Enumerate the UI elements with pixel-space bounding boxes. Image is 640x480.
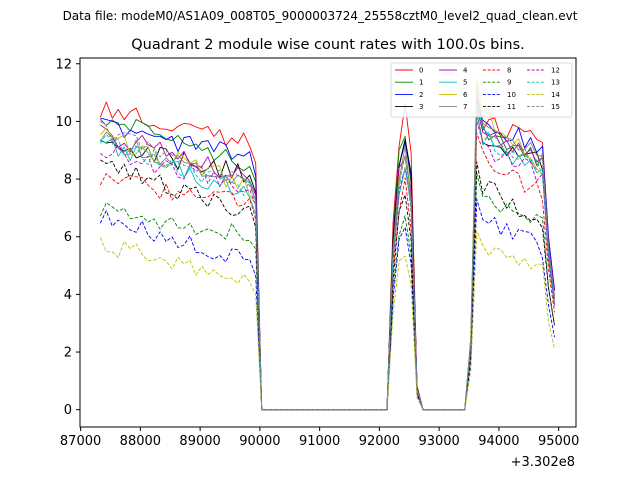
series-line-6 — [99, 77, 555, 411]
series-line-2 — [100, 97, 555, 411]
legend-label-14: 14 — [551, 91, 560, 99]
chart-suptitle: Data file: modeM0/AS1A09_008T05_90000037… — [63, 9, 578, 23]
y-tick-label: 0 — [64, 403, 72, 418]
axes-frame — [79, 57, 577, 428]
x-tick-label: 95000 — [538, 434, 579, 449]
y-tick-label: 6 — [64, 230, 72, 245]
x-tick-label: 89000 — [179, 434, 220, 449]
series-line-8 — [99, 132, 555, 411]
legend-label-1: 1 — [419, 79, 423, 87]
chart-title: Quadrant 2 module wise count rates with … — [131, 37, 525, 53]
legend-label-5: 5 — [463, 79, 467, 87]
series-line-10 — [99, 198, 555, 411]
x-tick-label: 90000 — [239, 434, 280, 449]
legend-label-10: 10 — [507, 91, 516, 99]
plot-area — [99, 77, 555, 411]
series-line-5 — [100, 100, 555, 411]
legend-label-0: 0 — [419, 67, 423, 75]
y-tick-label: 12 — [55, 57, 72, 72]
series-line-4 — [100, 106, 555, 411]
legend-label-11: 11 — [507, 103, 516, 111]
legend-label-12: 12 — [551, 67, 560, 75]
y-tick-label: 8 — [64, 173, 72, 188]
x-offset-label: +3.302e8 — [511, 455, 575, 470]
x-tick-label: 88000 — [120, 434, 161, 449]
legend-label-4: 4 — [463, 67, 468, 75]
series-line-11 — [100, 159, 555, 411]
legend-label-8: 8 — [507, 67, 511, 75]
legend-label-3: 3 — [419, 103, 423, 111]
legend-box — [390, 62, 573, 118]
legend-label-6: 6 — [463, 91, 468, 99]
legend-label-7: 7 — [463, 103, 467, 111]
series-line-12 — [100, 120, 555, 411]
legend-label-9: 9 — [507, 79, 511, 87]
x-tick-label: 93000 — [418, 434, 459, 449]
series-line-15 — [100, 112, 555, 411]
x-tick-label: 94000 — [478, 434, 519, 449]
y-tick-label: 2 — [64, 346, 72, 361]
legend-label-15: 15 — [551, 103, 560, 111]
y-tick-label: 10 — [55, 115, 72, 130]
axes: 87000 88000 89000 90000 91000 92000 93000 94000… — [55, 57, 579, 449]
series-line-13 — [99, 109, 555, 411]
x-tick-label: 92000 — [359, 434, 400, 449]
legend-label-13: 13 — [551, 79, 560, 87]
x-tick-label: 87000 — [60, 434, 101, 449]
series-line-14 — [99, 230, 555, 411]
y-tick-label: 4 — [64, 288, 72, 303]
legend-label-2: 2 — [419, 91, 423, 99]
x-tick-label: 91000 — [299, 434, 340, 449]
